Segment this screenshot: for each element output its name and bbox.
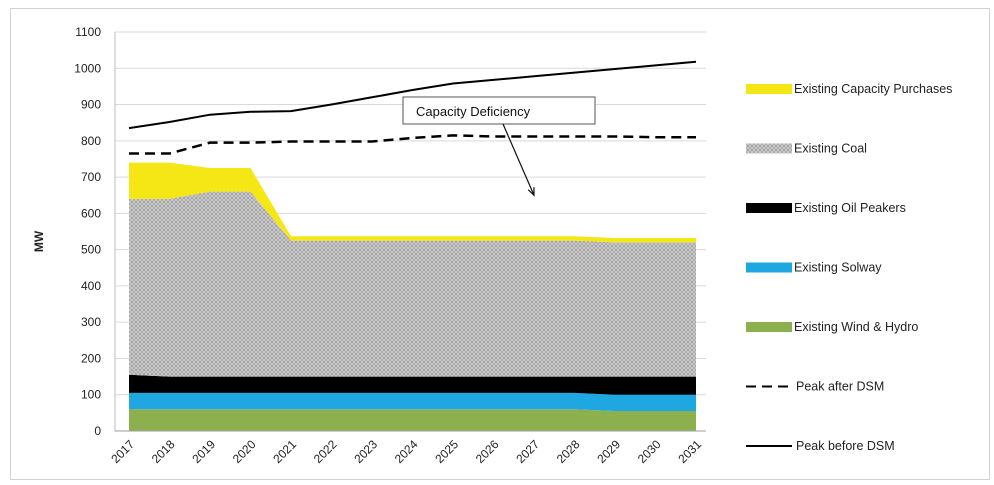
x-tick-label: 2024: [392, 437, 421, 466]
y-tick-label: 300: [81, 315, 101, 329]
legend-item: Existing Oil Peakers: [746, 201, 906, 215]
annotation-box: [402, 96, 596, 125]
annotation-arrowhead: [527, 187, 535, 197]
annotation: Capacity Deficiency: [402, 96, 596, 197]
y-tick-label: 0: [94, 424, 101, 438]
x-tick-label: 2021: [270, 437, 299, 466]
legend: Existing Capacity Purchases Existing Coal…: [746, 82, 952, 453]
y-tick-label: 1000: [74, 61, 101, 75]
y-tick-label: 1100: [75, 25, 101, 39]
area-existing-solway: [129, 392, 696, 412]
legend-swatch: [746, 143, 792, 154]
chart-frame: 0 100 200 300 400 500 600 700 800 900 1000 1100 MW 20…: [10, 8, 990, 480]
x-tick-label: 2030: [635, 437, 664, 466]
x-tick-label: 2017: [108, 437, 137, 466]
legend-swatch: [746, 322, 792, 332]
legend-label: Existing Oil Peakers: [794, 201, 906, 215]
x-tick-label: 2031: [675, 437, 704, 466]
x-tick-label: 2027: [513, 437, 542, 466]
x-tick-label: 2029: [594, 437, 623, 466]
y-tick-label: 400: [81, 279, 101, 293]
legend-item: Existing Solway: [746, 261, 882, 275]
legend-label: Peak after DSM: [796, 380, 884, 394]
area-existing-capacity-purchases: [129, 162, 696, 243]
legend-swatch: [746, 203, 792, 213]
legend-item: Peak before DSM: [746, 439, 895, 453]
y-tick-label: 700: [81, 170, 101, 184]
area-existing-wind-hydro: [129, 409, 696, 431]
legend-swatch: [746, 84, 792, 94]
line-peak-before-dsm: [128, 60, 697, 130]
line-peak-after-dsm: [129, 134, 696, 155]
x-tick-label: 2026: [473, 437, 502, 466]
legend-label: Existing Wind & Hydro: [794, 320, 918, 334]
y-tick-label: 600: [81, 206, 101, 220]
y-tick-label: 200: [81, 351, 101, 365]
capacity-chart: 0 100 200 300 400 500 600 700 800 900 1000 1100 MW 20…: [32, 25, 952, 466]
legend-label: Existing Coal: [794, 142, 867, 156]
x-tick-label: 2022: [311, 437, 340, 466]
area-existing-oil-peakers: [129, 374, 696, 395]
annotation-arrow: [502, 123, 535, 196]
x-tick-label: 2025: [432, 437, 461, 466]
annotation-label: Capacity Deficiency: [416, 104, 531, 119]
y-tick-label: 900: [81, 98, 101, 112]
x-tick-label: 2018: [149, 437, 178, 466]
legend-item: Existing Capacity Purchases: [746, 82, 952, 96]
y-tick-label: 500: [81, 243, 101, 257]
legend-label: Existing Solway: [794, 261, 882, 275]
legend-label: Peak before DSM: [796, 439, 895, 453]
y-tick-label: 100: [81, 388, 101, 402]
x-tick-label: 2023: [351, 437, 380, 466]
legend-item: Existing Wind & Hydro: [746, 320, 918, 334]
legend-item: Peak after DSM: [746, 380, 884, 394]
x-tick-label: 2028: [554, 437, 583, 466]
peak-lines: [128, 60, 697, 155]
x-tick-label: 2020: [230, 437, 259, 466]
legend-label: Existing Capacity Purchases: [794, 82, 952, 96]
stacked-areas: [129, 162, 696, 431]
x-tick-label: 2019: [189, 437, 218, 466]
legend-swatch: [746, 262, 792, 273]
legend-item: Existing Coal: [746, 142, 867, 156]
area-existing-coal: [129, 191, 696, 377]
y-axis-title: MW: [32, 230, 46, 252]
y-tick-label: 800: [81, 134, 101, 148]
